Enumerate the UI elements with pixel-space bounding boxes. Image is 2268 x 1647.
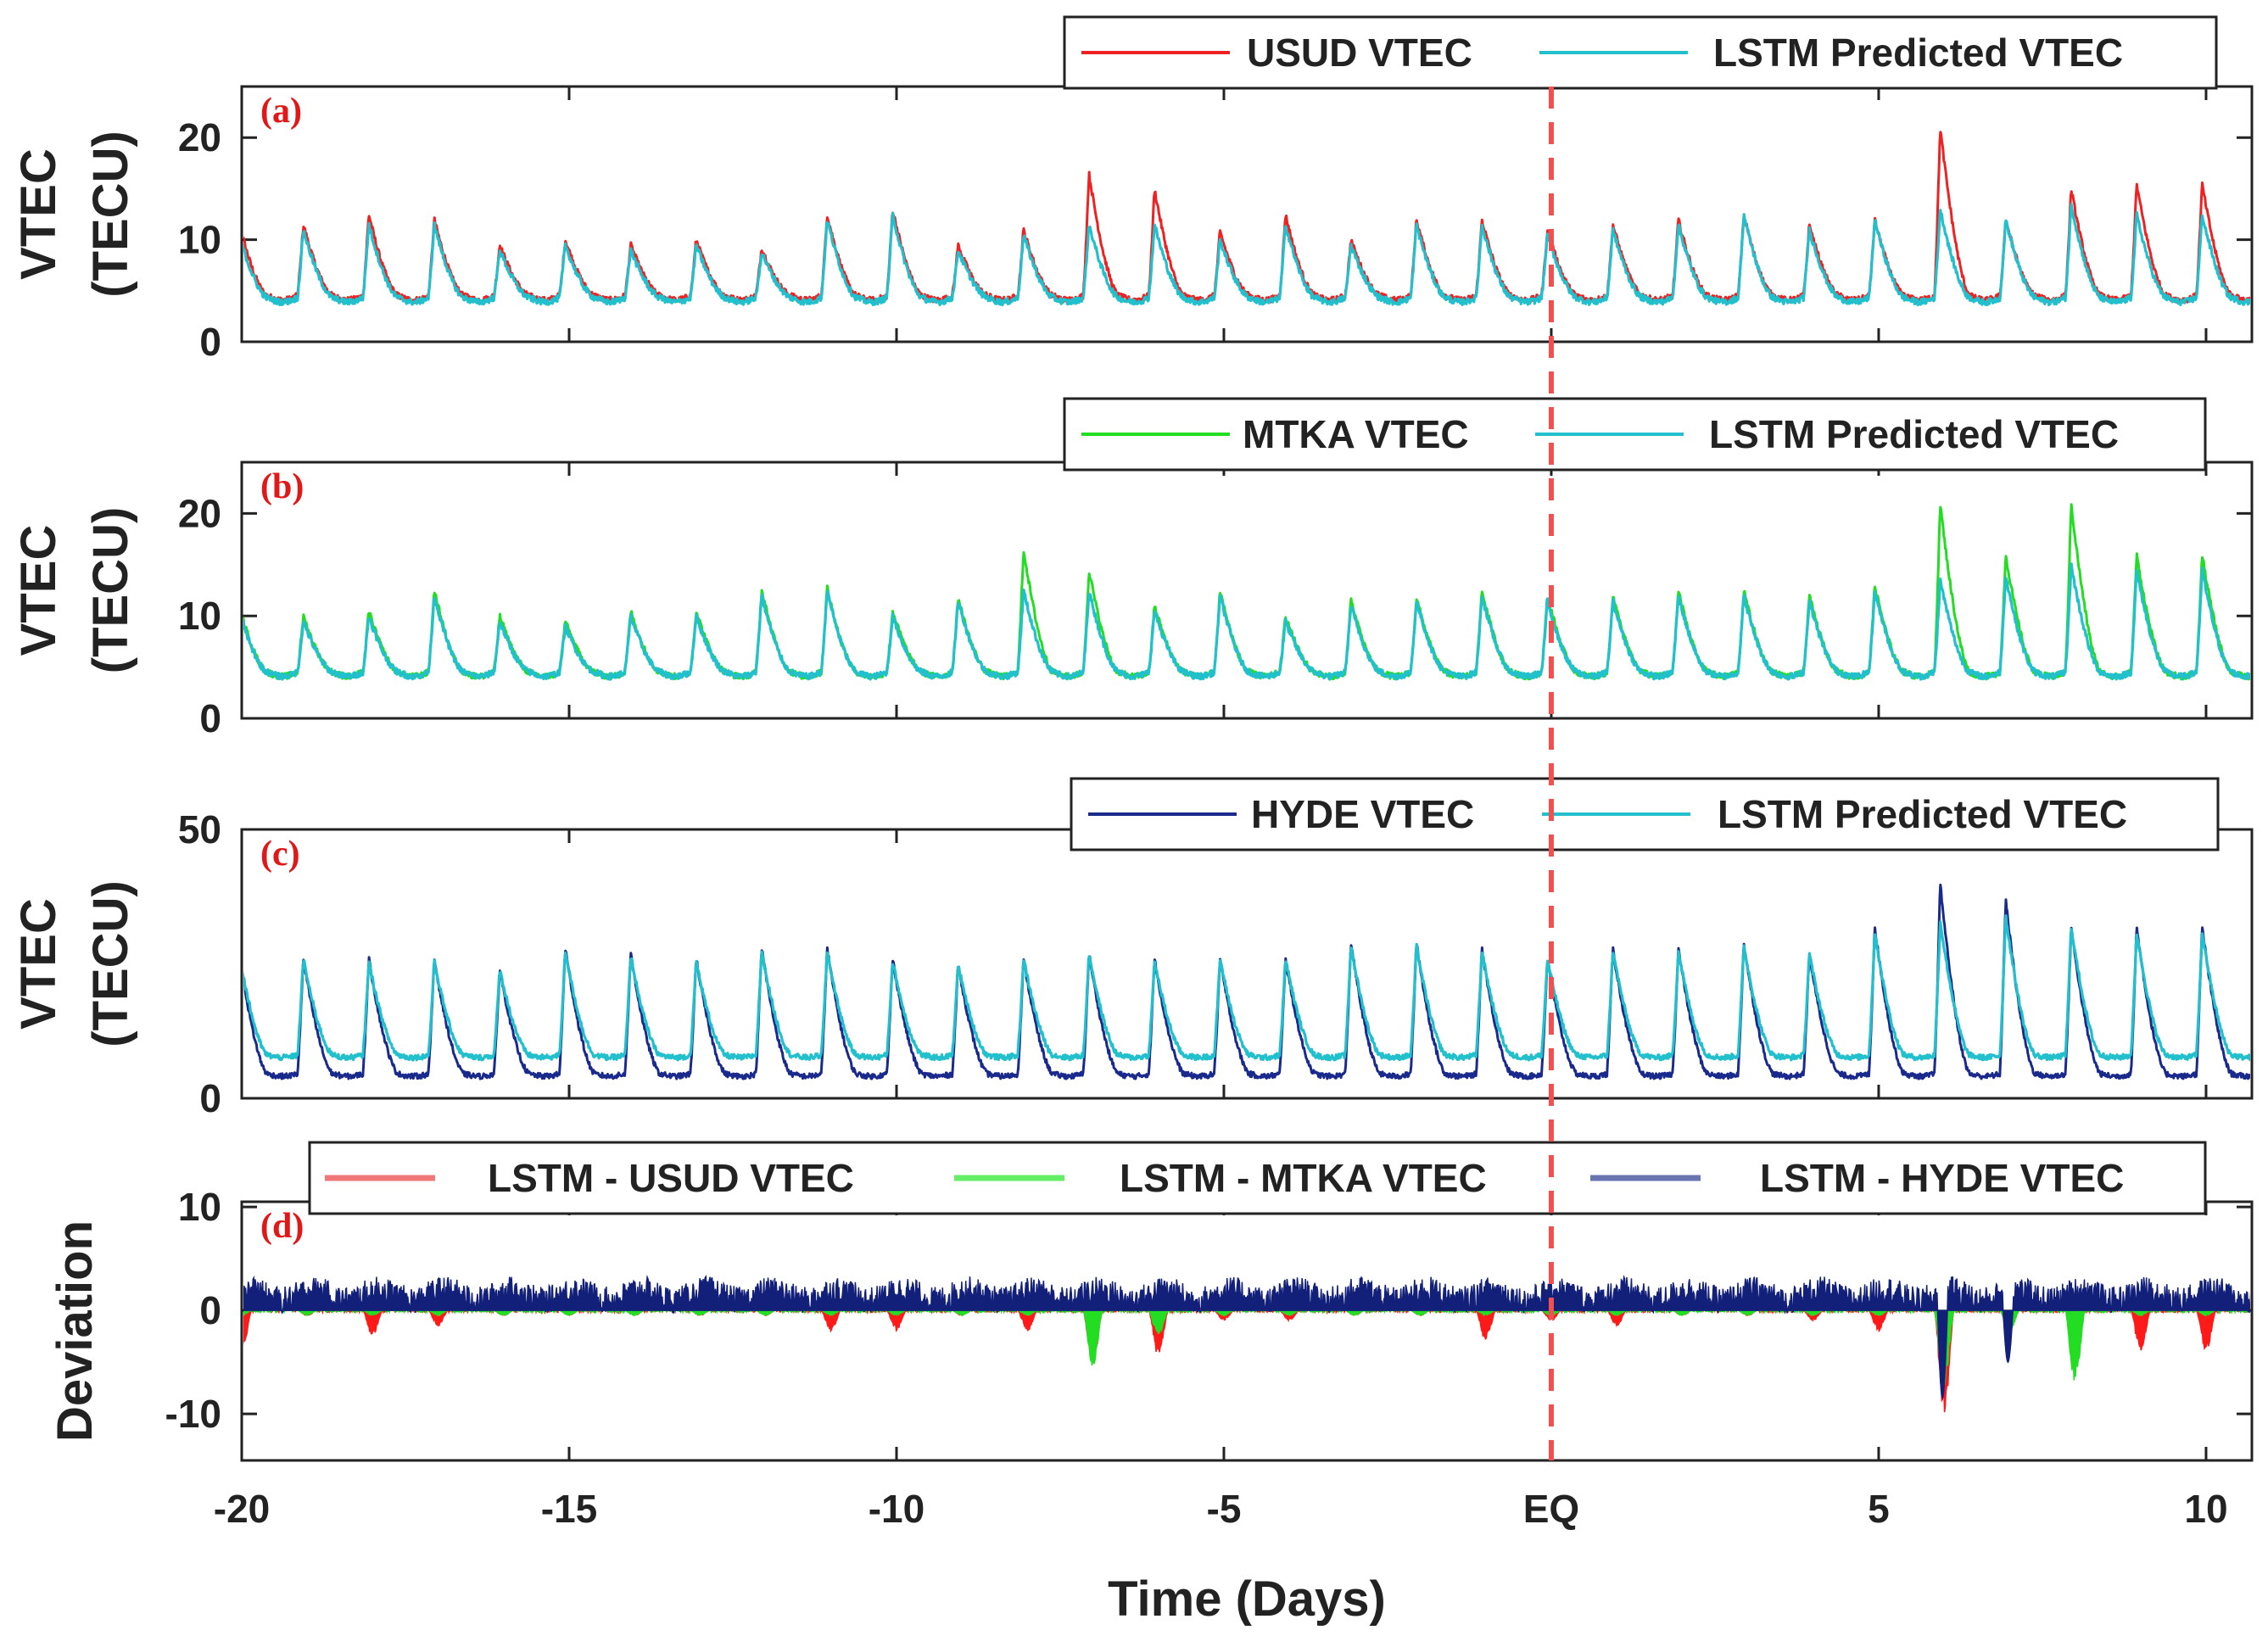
series-group-a [243,131,2250,307]
panel-c: 0 50 VTEC (TECU) (c) HYDE VTEC LSTM Predicted … [11,777,2254,1120]
legend-c: HYDE VTEC LSTM Predicted VTEC [1070,777,2220,851]
series-group-d [243,1274,2250,1413]
series-line-c-lstm [243,914,2250,1062]
panel-label-b: (b) [260,467,304,506]
xtick-label: 5 [1868,1487,1890,1531]
legend-label-a-1: LSTM Predicted VTEC [1713,31,2123,75]
ytick-label-d: 0 [199,1288,221,1332]
ylabel2-c: (TECU) [83,880,138,1047]
legend-d: LSTM - USUD VTEC LSTM - MTKA VTEC LSTM - H… [308,1141,2207,1215]
legend-label-a-0: USUD VTEC [1247,31,1472,75]
legend-label-d-0: LSTM - USUD VTEC [488,1156,854,1200]
deviation-area-2 [243,1274,2250,1401]
xtick-label: EQ [1523,1487,1579,1531]
xtick-label: -10 [869,1487,925,1531]
legend-box-a [1063,15,2218,90]
ylabel2-a: (TECU) [83,131,138,298]
xtick-label: -20 [214,1487,270,1531]
series-group-c [243,883,2250,1080]
ytick-label-b: 10 [178,594,221,638]
series-group-b [243,503,2250,681]
legend-label-d-2: LSTM - HYDE VTEC [1760,1156,2124,1200]
xtick-label: -5 [1207,1487,1242,1531]
panel-label-d: (d) [260,1207,304,1246]
ylabel-b: VTEC [11,525,66,656]
legend-a: USUD VTEC LSTM Predicted VTEC [1063,15,2218,90]
ytick-label-b: 20 [178,491,221,535]
panel-label-a: (a) [260,92,302,131]
ylabel2-b: (TECU) [83,507,138,674]
series-line-a-lstm [243,203,2250,307]
series-line-b-lstm [243,562,2250,681]
legend-b: MTKA VTEC LSTM Predicted VTEC [1063,397,2207,472]
ytick-label-d: -10 [165,1392,221,1436]
panel-a: 0 10 20 VTEC (TECU) (a) USUD VTEC LSTM Predicte… [11,15,2254,364]
panel-label-c: (c) [260,835,300,874]
ylabel-d: Deviation [47,1220,103,1442]
legend-label-b-1: LSTM Predicted VTEC [1709,412,2119,456]
ylabel-a: VTEC [11,148,66,280]
legend-box-d [308,1141,2207,1215]
xtick-label: -15 [541,1487,597,1531]
legend-label-c-1: LSTM Predicted VTEC [1718,792,2127,836]
ytick-label-b: 0 [199,696,221,740]
panel-b: 0 10 20 VTEC (TECU) (b) MTKA VTEC LSTM Predicte… [11,397,2254,740]
ytick-label-a: 20 [178,115,221,159]
ytick-label-c: 50 [178,807,221,851]
ytick-label-a: 0 [199,320,221,364]
ytick-label-d: 10 [178,1185,221,1229]
xtick-label: 10 [2184,1487,2227,1531]
ytick-label-c: 0 [199,1076,221,1120]
legend-label-b-0: MTKA VTEC [1243,412,1469,456]
legend-label-c-0: HYDE VTEC [1251,792,1474,836]
plot-area-d [240,1200,2254,1462]
ylabel-c: VTEC [11,898,66,1030]
legend-label-d-1: LSTM - MTKA VTEC [1120,1156,1487,1200]
ytick-label-a: 10 [178,218,221,262]
x-axis-label: Time (Days) [1108,1572,1386,1627]
